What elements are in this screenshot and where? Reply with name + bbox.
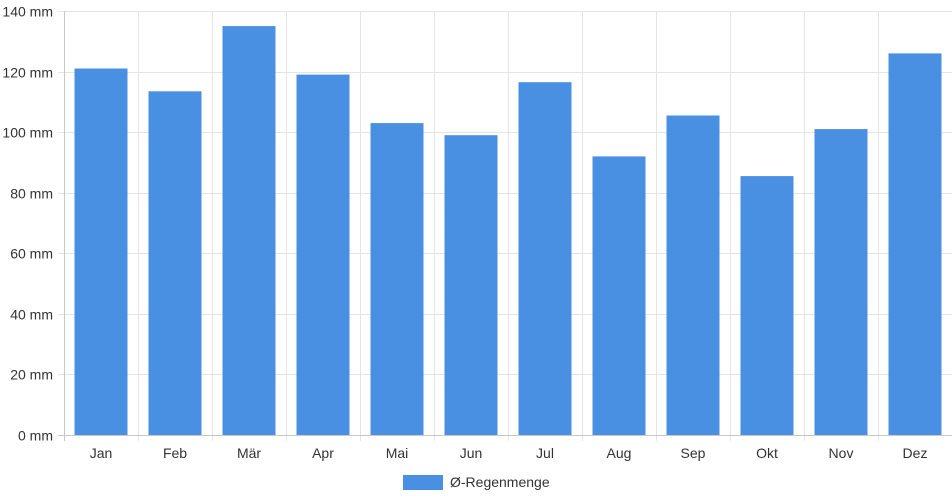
bar-jul[interactable] (518, 82, 572, 435)
y-tick-label: 0 mm (18, 428, 53, 444)
bar-feb[interactable] (148, 91, 202, 436)
x-tick-label: Dez (903, 445, 928, 461)
bar-dez[interactable] (888, 53, 942, 436)
x-tick-label: Apr (312, 445, 334, 461)
x-tick-label: Mär (237, 445, 261, 461)
axes (58, 11, 952, 441)
bar-okt[interactable] (740, 176, 794, 435)
y-tick-label: 40 mm (10, 307, 53, 323)
x-tick-label: Aug (607, 445, 632, 461)
legend-swatch (403, 475, 443, 490)
y-tick-label: 140 mm (2, 4, 53, 20)
y-tick-label: 20 mm (10, 367, 53, 383)
bar-mär[interactable] (222, 26, 276, 435)
bar-apr[interactable] (296, 74, 350, 435)
x-tick-label: Feb (163, 445, 187, 461)
bar-jan[interactable] (74, 68, 128, 436)
legend-label: Ø-Regenmenge (450, 474, 550, 490)
y-tick-label: 120 mm (2, 65, 53, 81)
legend[interactable]: Ø-Regenmenge (403, 474, 550, 490)
y-tick-label: 100 mm (2, 125, 53, 141)
x-tick-label: Mai (386, 445, 409, 461)
y-tick-labels: 0 mm 20 mm 40 mm 60 mm 80 mm 100 mm 120 mm 140 … (2, 4, 53, 444)
y-tick-label: 80 mm (10, 186, 53, 202)
x-tick-label: Jun (460, 445, 483, 461)
grid-lines (58, 11, 952, 441)
bar-jun[interactable] (444, 135, 498, 435)
x-tick-label: Jan (90, 445, 113, 461)
x-tick-label: Nov (829, 445, 854, 461)
bar-nov[interactable] (814, 129, 868, 435)
bar-aug[interactable] (592, 156, 646, 435)
bar-mai[interactable] (370, 123, 424, 435)
x-tick-label: Sep (681, 445, 706, 461)
y-tick-label: 60 mm (10, 246, 53, 262)
bar-sep[interactable] (666, 115, 720, 436)
x-tick-label: Jul (536, 445, 554, 461)
x-tick-label: Okt (756, 445, 778, 461)
bars (74, 26, 942, 436)
x-tick-labels: Jan Feb Mär Apr Mai Jun Jul Aug Sep Okt Nov Dez (90, 445, 928, 461)
